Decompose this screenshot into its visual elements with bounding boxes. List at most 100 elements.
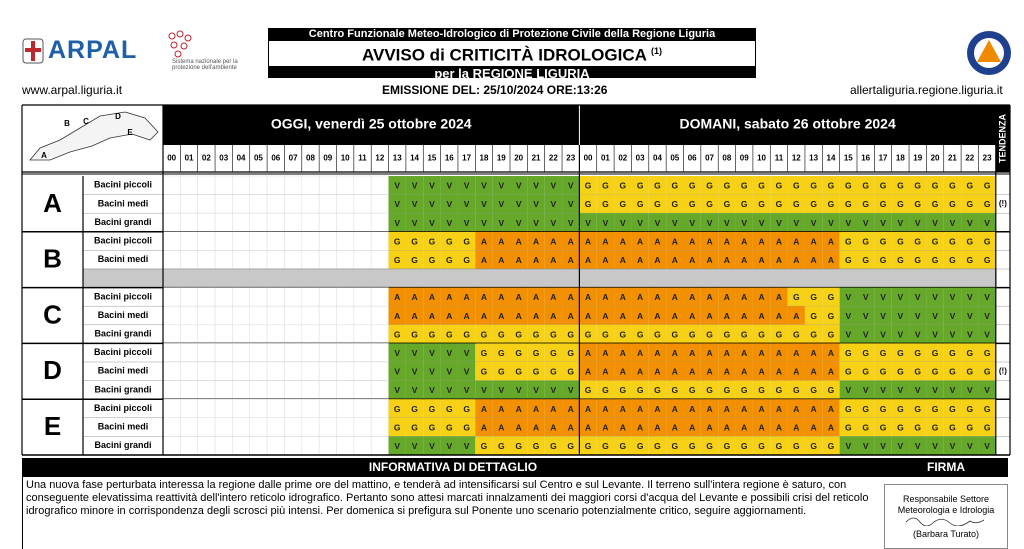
cell — [544, 417, 563, 437]
cell-level: A — [602, 292, 608, 302]
cell — [822, 176, 840, 195]
cell-level: G — [828, 329, 835, 339]
cell — [510, 343, 528, 362]
cell — [631, 343, 649, 362]
cell — [839, 399, 857, 418]
cell — [614, 287, 632, 307]
cell-level: G — [394, 422, 401, 432]
cell-level: G — [619, 385, 626, 395]
cell — [336, 417, 355, 437]
cell — [700, 231, 719, 251]
cell — [978, 176, 996, 195]
cell — [891, 287, 910, 307]
cell — [839, 324, 857, 344]
cell — [874, 417, 892, 437]
cell — [978, 417, 996, 437]
cell — [544, 306, 563, 325]
cell-level: G — [498, 348, 505, 358]
cell-level: G — [776, 181, 783, 191]
cell — [232, 436, 250, 456]
cell — [318, 250, 337, 270]
hour-label: 20 — [514, 154, 523, 163]
cell-level: V — [932, 218, 938, 228]
cell — [301, 361, 320, 381]
cell — [614, 417, 632, 437]
cell — [249, 175, 268, 195]
cell — [370, 417, 389, 437]
cell — [631, 194, 649, 214]
cell-level: A — [759, 348, 765, 358]
cell — [770, 213, 788, 232]
cell — [735, 436, 753, 455]
cell — [787, 399, 805, 418]
cell — [527, 176, 545, 195]
cell-level: A — [620, 292, 626, 302]
cell-level: G — [862, 422, 869, 432]
cell — [857, 287, 875, 307]
cell — [735, 194, 753, 214]
cell — [353, 250, 372, 270]
cell — [284, 231, 303, 251]
cell — [527, 231, 545, 251]
cell-level: A — [394, 311, 400, 321]
basin-label: Bacini medi — [98, 366, 149, 376]
cell — [857, 231, 875, 251]
cell — [822, 194, 840, 214]
cell — [180, 287, 198, 307]
cell-level: A — [602, 367, 608, 377]
cell — [423, 362, 441, 381]
cell — [510, 287, 528, 307]
cell-level: G — [446, 422, 453, 432]
hour-label: 20 — [931, 154, 940, 163]
basin-label: Bacini medi — [98, 421, 149, 431]
cell-level: V — [915, 311, 921, 321]
cell — [770, 343, 788, 362]
cell-level: G — [845, 236, 852, 246]
cell — [752, 213, 771, 232]
cell-level: V — [516, 181, 522, 191]
cell-level: A — [759, 311, 765, 321]
cell — [666, 250, 684, 269]
cell-level: A — [568, 236, 574, 246]
cell — [423, 380, 441, 400]
cell — [926, 324, 944, 344]
cell-level: G — [932, 236, 939, 246]
cell-level: G — [862, 236, 869, 246]
cell — [440, 380, 458, 400]
cell-level: G — [394, 329, 401, 339]
cell — [839, 176, 857, 195]
cell-level: A — [498, 404, 504, 414]
cell-level: G — [897, 367, 904, 377]
cell — [648, 436, 667, 455]
cell — [388, 324, 406, 344]
cell — [752, 176, 771, 195]
cell-level: V — [967, 311, 973, 321]
basin-label: Bacini grandi — [94, 384, 151, 394]
cell-level: G — [689, 181, 696, 191]
cell — [943, 399, 962, 418]
cell-level: G — [776, 199, 783, 209]
cell-level: G — [949, 348, 956, 358]
cell — [666, 231, 684, 251]
cell — [614, 380, 632, 400]
cell — [440, 194, 458, 214]
cell — [388, 417, 406, 437]
cell — [475, 343, 493, 362]
basin-label: Bacini piccoli — [94, 235, 152, 245]
cell — [457, 417, 476, 437]
cell-level: G — [724, 385, 731, 395]
cell-level: G — [619, 181, 626, 191]
cell-level: V — [967, 292, 973, 302]
cell-level: G — [463, 236, 470, 246]
cell — [336, 212, 355, 233]
cell — [353, 380, 372, 400]
cell — [162, 305, 181, 326]
cell — [683, 194, 701, 214]
cell-level: G — [672, 385, 679, 395]
cell — [423, 287, 441, 307]
cell — [926, 306, 944, 325]
hour-label: 06 — [688, 154, 697, 163]
cell — [405, 194, 424, 214]
cell — [857, 176, 875, 195]
cell-level: G — [880, 348, 887, 358]
